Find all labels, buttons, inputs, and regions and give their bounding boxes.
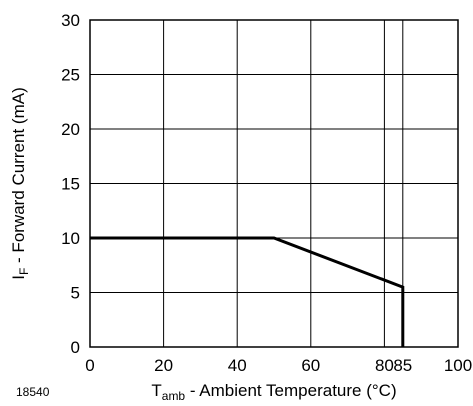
series-line-0 (90, 236, 405, 347)
plot-frame (89, 19, 459, 348)
y-tick-label-5: 5 (71, 284, 80, 303)
y-tick-label-10: 10 (61, 229, 80, 248)
figure-number: 18540 (16, 385, 50, 399)
y-tick-label-20: 20 (61, 120, 80, 139)
x-axis-symbol: T (151, 381, 161, 400)
y-tick-label-15: 15 (61, 175, 80, 194)
x-tick-label-85: 85 (393, 356, 412, 375)
y-axis-symbol: I (9, 275, 28, 280)
x-tick-label-0: 0 (85, 356, 94, 375)
x-tick-labels: 0 20 40 60 80 85 100 (85, 356, 472, 375)
x-tick-label-40: 40 (228, 356, 247, 375)
y-axis-text: - Forward Current (mA) (9, 87, 28, 267)
y-axis-label: IF - Forward Current (mA) (9, 87, 31, 280)
x-tick-label-80: 80 (375, 356, 394, 375)
series-layer (90, 236, 405, 347)
x-axis-text: - Ambient Temperature (°C) (185, 381, 397, 400)
y-tick-label-0: 0 (71, 338, 80, 357)
x-axis-label: Tamb - Ambient Temperature (°C) (151, 381, 396, 403)
x-tick-label-60: 60 (301, 356, 320, 375)
x-tick-label-100: 100 (444, 356, 472, 375)
y-tick-label-25: 25 (61, 66, 80, 85)
x-tick-label-20: 20 (154, 356, 173, 375)
y-tick-labels: 0 5 10 15 20 25 30 (61, 11, 80, 357)
x-axis-subscript: amb (162, 389, 186, 403)
y-axis-subscript: F (17, 268, 31, 275)
y-tick-label-30: 30 (61, 11, 80, 30)
